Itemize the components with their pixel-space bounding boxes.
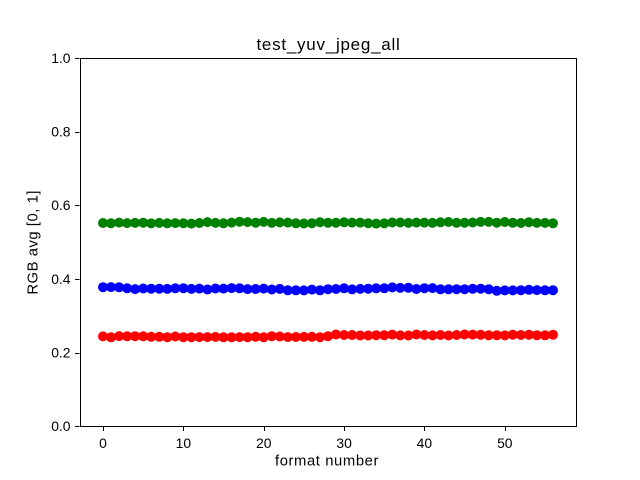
svg-text:0.2: 0.2 bbox=[51, 345, 71, 361]
svg-text:RGB avg [0, 1]: RGB avg [0, 1] bbox=[26, 190, 42, 295]
svg-text:50: 50 bbox=[497, 435, 513, 451]
svg-text:0.4: 0.4 bbox=[51, 271, 71, 287]
svg-text:format number: format number bbox=[275, 454, 379, 470]
svg-text:0.8: 0.8 bbox=[51, 124, 71, 140]
svg-text:1.0: 1.0 bbox=[51, 50, 71, 66]
svg-text:10: 10 bbox=[176, 435, 192, 451]
svg-text:30: 30 bbox=[336, 435, 352, 451]
svg-text:20: 20 bbox=[256, 435, 272, 451]
svg-text:test_yuv_jpeg_all: test_yuv_jpeg_all bbox=[256, 35, 400, 54]
svg-text:0.0: 0.0 bbox=[51, 418, 71, 434]
svg-text:0: 0 bbox=[99, 435, 107, 451]
svg-text:0.6: 0.6 bbox=[51, 197, 71, 213]
svg-text:40: 40 bbox=[417, 435, 433, 451]
